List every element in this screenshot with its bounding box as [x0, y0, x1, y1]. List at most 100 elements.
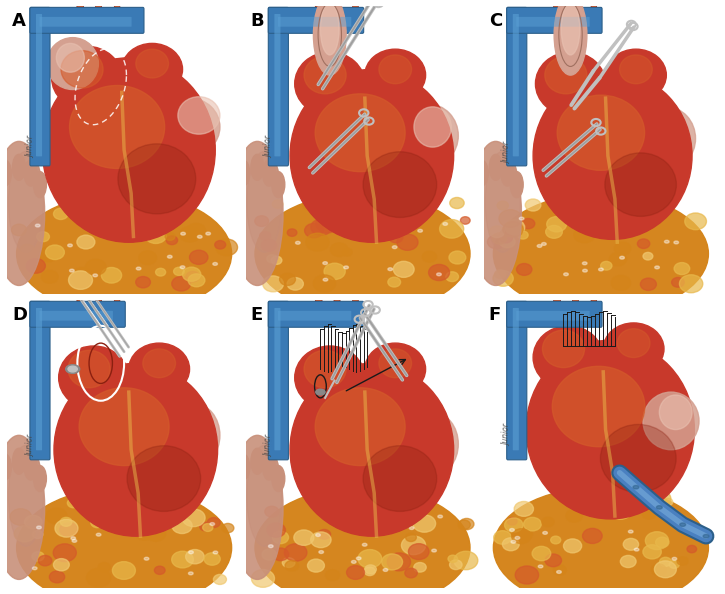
- Ellipse shape: [313, 275, 336, 292]
- Ellipse shape: [625, 509, 630, 512]
- Ellipse shape: [383, 568, 388, 571]
- Ellipse shape: [311, 219, 332, 235]
- Ellipse shape: [54, 558, 70, 571]
- Ellipse shape: [311, 532, 331, 548]
- Ellipse shape: [91, 517, 104, 527]
- Ellipse shape: [582, 262, 587, 265]
- Ellipse shape: [172, 551, 194, 568]
- Ellipse shape: [67, 244, 72, 247]
- Ellipse shape: [674, 263, 689, 274]
- Ellipse shape: [167, 255, 172, 258]
- Ellipse shape: [500, 233, 513, 243]
- Ellipse shape: [518, 231, 528, 239]
- Ellipse shape: [553, 565, 566, 575]
- Ellipse shape: [59, 346, 129, 409]
- Ellipse shape: [262, 549, 276, 560]
- Ellipse shape: [96, 533, 101, 536]
- Ellipse shape: [620, 55, 652, 84]
- Ellipse shape: [423, 251, 436, 262]
- Ellipse shape: [674, 241, 679, 244]
- FancyBboxPatch shape: [39, 17, 132, 27]
- Ellipse shape: [273, 531, 289, 544]
- Ellipse shape: [449, 251, 466, 264]
- Ellipse shape: [261, 239, 277, 251]
- Ellipse shape: [516, 264, 532, 276]
- Ellipse shape: [67, 498, 80, 508]
- Ellipse shape: [210, 523, 215, 526]
- Ellipse shape: [600, 494, 622, 511]
- Ellipse shape: [26, 258, 46, 273]
- Ellipse shape: [51, 46, 122, 110]
- Ellipse shape: [181, 266, 185, 268]
- Ellipse shape: [544, 56, 587, 94]
- Ellipse shape: [391, 511, 410, 525]
- Ellipse shape: [408, 544, 429, 560]
- Ellipse shape: [600, 425, 676, 492]
- Ellipse shape: [414, 563, 426, 572]
- Ellipse shape: [570, 198, 592, 215]
- Ellipse shape: [627, 201, 646, 216]
- Ellipse shape: [188, 274, 205, 287]
- Ellipse shape: [160, 98, 220, 156]
- Ellipse shape: [304, 223, 323, 238]
- Ellipse shape: [365, 565, 376, 574]
- Ellipse shape: [172, 276, 191, 291]
- Ellipse shape: [582, 492, 597, 504]
- Ellipse shape: [75, 278, 89, 289]
- Ellipse shape: [0, 141, 45, 286]
- Ellipse shape: [197, 235, 202, 238]
- Ellipse shape: [533, 326, 603, 389]
- Ellipse shape: [347, 565, 365, 579]
- FancyBboxPatch shape: [36, 308, 42, 450]
- Ellipse shape: [178, 97, 220, 134]
- Ellipse shape: [54, 208, 68, 220]
- Ellipse shape: [272, 172, 285, 198]
- Ellipse shape: [189, 250, 208, 264]
- Ellipse shape: [388, 494, 401, 504]
- Text: B: B: [250, 12, 264, 30]
- FancyBboxPatch shape: [513, 308, 519, 450]
- Ellipse shape: [505, 220, 525, 235]
- Ellipse shape: [265, 506, 279, 517]
- FancyBboxPatch shape: [334, 290, 340, 309]
- Ellipse shape: [12, 448, 25, 474]
- FancyBboxPatch shape: [115, 290, 120, 309]
- Ellipse shape: [144, 517, 157, 527]
- Ellipse shape: [679, 275, 703, 293]
- Ellipse shape: [127, 446, 201, 511]
- Ellipse shape: [133, 203, 157, 222]
- Ellipse shape: [394, 261, 414, 277]
- Ellipse shape: [285, 561, 299, 571]
- Ellipse shape: [566, 510, 582, 522]
- Ellipse shape: [54, 364, 218, 536]
- Text: Junior: Junior: [502, 424, 513, 446]
- Ellipse shape: [605, 153, 676, 216]
- FancyBboxPatch shape: [334, 0, 340, 15]
- Ellipse shape: [318, 529, 331, 539]
- FancyBboxPatch shape: [36, 14, 42, 156]
- Ellipse shape: [71, 537, 75, 540]
- Ellipse shape: [296, 241, 300, 244]
- FancyBboxPatch shape: [268, 7, 364, 33]
- Ellipse shape: [554, 0, 587, 75]
- Ellipse shape: [418, 229, 423, 232]
- FancyBboxPatch shape: [39, 311, 113, 321]
- Ellipse shape: [510, 172, 523, 198]
- Ellipse shape: [362, 544, 367, 546]
- Ellipse shape: [493, 271, 513, 286]
- Ellipse shape: [213, 551, 217, 554]
- Ellipse shape: [231, 141, 283, 286]
- Ellipse shape: [685, 213, 706, 230]
- Ellipse shape: [655, 561, 676, 578]
- Ellipse shape: [39, 247, 59, 262]
- Ellipse shape: [655, 537, 669, 548]
- FancyBboxPatch shape: [315, 290, 322, 309]
- Text: A: A: [12, 12, 26, 30]
- Ellipse shape: [413, 515, 436, 532]
- Text: Junior: Junior: [26, 135, 36, 158]
- Ellipse shape: [17, 193, 231, 314]
- Ellipse shape: [37, 526, 41, 529]
- Ellipse shape: [117, 515, 130, 525]
- Ellipse shape: [319, 551, 323, 554]
- Ellipse shape: [287, 277, 303, 290]
